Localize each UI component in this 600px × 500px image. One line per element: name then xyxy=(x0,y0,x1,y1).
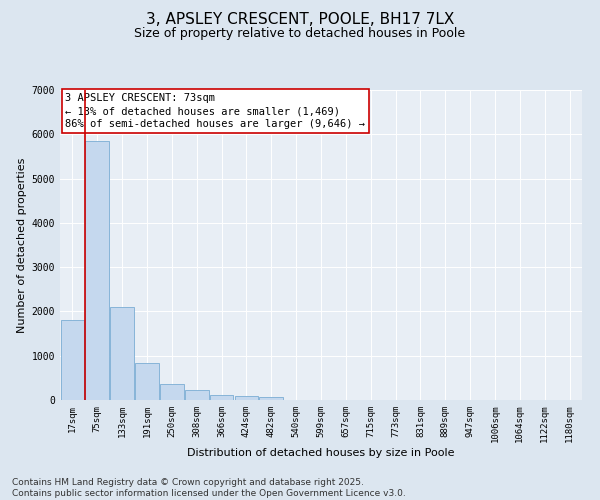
Bar xyxy=(160,384,184,400)
Bar xyxy=(85,141,109,400)
Bar xyxy=(110,308,134,400)
Text: 3, APSLEY CRESCENT, POOLE, BH17 7LX: 3, APSLEY CRESCENT, POOLE, BH17 7LX xyxy=(146,12,454,28)
Text: Size of property relative to detached houses in Poole: Size of property relative to detached ho… xyxy=(134,28,466,40)
Text: 3 APSLEY CRESCENT: 73sqm
← 13% of detached houses are smaller (1,469)
86% of sem: 3 APSLEY CRESCENT: 73sqm ← 13% of detach… xyxy=(65,93,365,130)
Bar xyxy=(259,398,283,400)
Y-axis label: Number of detached properties: Number of detached properties xyxy=(17,158,28,332)
Bar xyxy=(210,395,233,400)
Bar xyxy=(61,320,84,400)
Bar xyxy=(135,363,159,400)
X-axis label: Distribution of detached houses by size in Poole: Distribution of detached houses by size … xyxy=(187,448,455,458)
Bar xyxy=(185,390,209,400)
Bar xyxy=(235,396,258,400)
Text: Contains HM Land Registry data © Crown copyright and database right 2025.
Contai: Contains HM Land Registry data © Crown c… xyxy=(12,478,406,498)
